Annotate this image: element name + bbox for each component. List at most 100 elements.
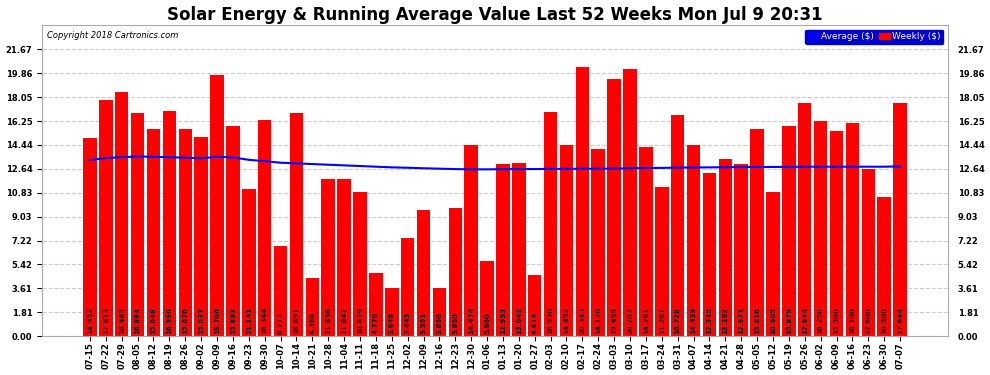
Text: 14.474: 14.474 — [468, 307, 474, 334]
Text: 9.561: 9.561 — [421, 312, 427, 334]
Bar — [369, 273, 382, 336]
Text: 15.892: 15.892 — [230, 307, 236, 334]
Text: 5.660: 5.660 — [484, 312, 490, 334]
Bar — [528, 275, 542, 336]
Text: 16.728: 16.728 — [674, 307, 681, 334]
Text: 14.281: 14.281 — [643, 307, 648, 334]
Text: 17.813: 17.813 — [103, 307, 109, 334]
Bar — [575, 67, 589, 336]
Text: 12.993: 12.993 — [500, 307, 506, 334]
Text: 3.660: 3.660 — [437, 312, 443, 334]
Text: 6.777: 6.777 — [277, 312, 283, 334]
Bar — [385, 288, 399, 336]
Bar — [735, 164, 748, 336]
Bar — [194, 137, 208, 336]
Text: 13.392: 13.392 — [723, 307, 729, 334]
Bar — [893, 103, 907, 336]
Text: 15.879: 15.879 — [786, 307, 792, 334]
Bar — [544, 112, 557, 336]
Bar — [512, 164, 526, 336]
Text: 14.128: 14.128 — [595, 307, 601, 334]
Text: 4.368: 4.368 — [309, 312, 316, 334]
Text: 19.706: 19.706 — [214, 307, 220, 334]
Bar — [401, 237, 415, 336]
Bar — [338, 179, 350, 336]
Text: Copyright 2018 Cartronics.com: Copyright 2018 Cartronics.com — [47, 32, 178, 40]
Text: 4.614: 4.614 — [532, 312, 538, 334]
Bar — [115, 92, 129, 336]
Bar — [655, 187, 668, 336]
Text: 16.930: 16.930 — [547, 307, 553, 334]
Bar — [258, 120, 271, 336]
Bar — [147, 129, 160, 336]
Bar — [798, 103, 812, 336]
Text: 12.971: 12.971 — [739, 307, 744, 334]
Text: 3.646: 3.646 — [389, 312, 395, 334]
Text: 11.856: 11.856 — [326, 307, 332, 334]
Bar — [608, 79, 621, 336]
Text: 4.770: 4.770 — [373, 312, 379, 334]
Bar — [861, 170, 875, 336]
Bar — [750, 129, 764, 336]
Bar — [671, 115, 684, 336]
Bar — [496, 164, 510, 336]
Bar — [226, 126, 240, 336]
Text: 18.465: 18.465 — [119, 307, 125, 334]
Bar — [814, 121, 828, 336]
Text: 11.141: 11.141 — [246, 307, 251, 334]
Bar — [99, 100, 113, 336]
Text: 20.343: 20.343 — [579, 307, 585, 334]
Bar — [877, 197, 891, 336]
Bar — [242, 189, 255, 336]
Text: 16.990: 16.990 — [166, 307, 172, 334]
Text: 15.616: 15.616 — [754, 308, 760, 334]
Bar — [178, 129, 192, 336]
Text: 9.660: 9.660 — [452, 312, 458, 334]
Text: 16.884: 16.884 — [135, 307, 141, 334]
Text: 15.500: 15.500 — [834, 307, 840, 334]
Bar — [766, 192, 780, 336]
Bar — [290, 112, 303, 336]
Bar — [322, 179, 335, 336]
Text: 12.600: 12.600 — [865, 307, 871, 334]
Text: 15.037: 15.037 — [198, 307, 204, 334]
Bar — [448, 208, 462, 336]
Bar — [306, 278, 319, 336]
Legend: Average ($), Weekly ($): Average ($), Weekly ($) — [805, 30, 943, 44]
Bar — [162, 111, 176, 336]
Bar — [210, 75, 224, 336]
Bar — [687, 145, 700, 336]
Bar — [274, 246, 287, 336]
Bar — [830, 131, 843, 336]
Bar — [83, 138, 97, 336]
Text: 16.344: 16.344 — [261, 307, 267, 334]
Text: 16.100: 16.100 — [849, 307, 855, 334]
Bar — [845, 123, 859, 336]
Text: 16.891: 16.891 — [293, 307, 299, 334]
Bar — [559, 145, 573, 336]
Text: 12.345: 12.345 — [707, 307, 713, 334]
Text: 19.455: 19.455 — [611, 307, 617, 334]
Text: 15.676: 15.676 — [182, 308, 188, 334]
Bar — [480, 261, 494, 336]
Text: 11.261: 11.261 — [658, 307, 664, 334]
Title: Solar Energy & Running Average Value Last 52 Weeks Mon Jul 9 20:31: Solar Energy & Running Average Value Las… — [167, 6, 823, 24]
Bar — [131, 112, 145, 336]
Text: 10.905: 10.905 — [770, 307, 776, 334]
Bar — [591, 149, 605, 336]
Bar — [417, 210, 431, 336]
Text: 7.449: 7.449 — [405, 312, 411, 334]
Text: 20.203: 20.203 — [627, 307, 633, 334]
Text: 16.250: 16.250 — [818, 308, 824, 334]
Text: 14.452: 14.452 — [563, 307, 569, 334]
Bar — [782, 126, 796, 336]
Text: 13.042: 13.042 — [516, 307, 522, 334]
Bar — [464, 144, 478, 336]
Text: 11.842: 11.842 — [342, 307, 347, 334]
Bar — [640, 147, 652, 336]
Text: 17.644: 17.644 — [802, 307, 808, 334]
Text: 10.500: 10.500 — [881, 307, 887, 334]
Bar — [703, 173, 716, 336]
Text: 14.439: 14.439 — [691, 307, 697, 334]
Text: 17.644: 17.644 — [897, 307, 903, 334]
